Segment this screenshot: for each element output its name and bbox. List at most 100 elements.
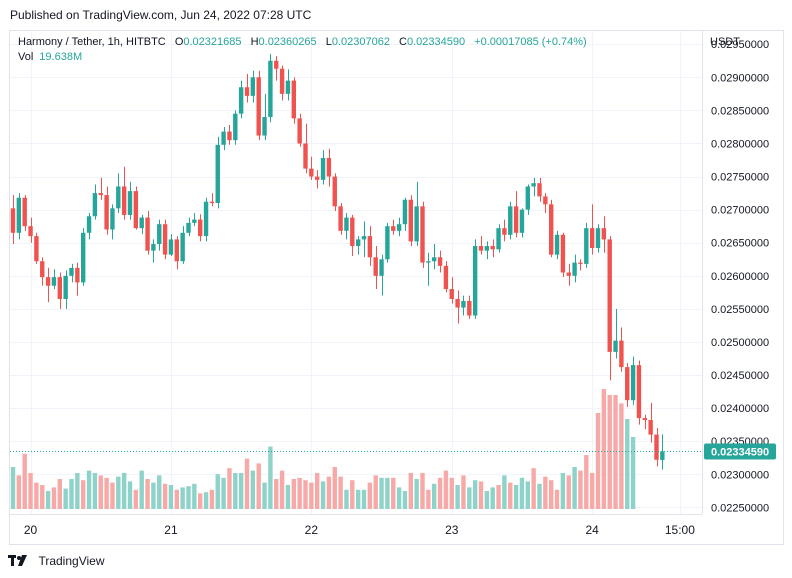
candle (162, 219, 168, 260)
candle-body (338, 206, 343, 231)
candle (519, 208, 525, 238)
candle (472, 239, 478, 319)
candle (332, 173, 337, 211)
time-tick-label: 22 (305, 523, 319, 537)
volume-bar (157, 475, 162, 509)
candle-body (326, 158, 332, 177)
price-pane[interactable] (10, 31, 702, 514)
tradingview-brand: TradingView (38, 553, 105, 568)
legend-open-value: 0.02321685 (183, 36, 242, 48)
candle (203, 197, 209, 242)
volume-bar (34, 482, 39, 509)
candle (584, 222, 589, 268)
candle-body (344, 217, 349, 231)
volume-bar (478, 481, 484, 509)
candle (274, 56, 279, 81)
candle-body (40, 261, 45, 278)
candle-body (572, 262, 577, 276)
candle (449, 277, 454, 304)
volume-bar (554, 489, 560, 509)
volume-bar (408, 473, 413, 509)
volume-bar (51, 487, 57, 509)
candle (279, 65, 285, 101)
volume-bar (63, 488, 68, 509)
volume-bar (402, 491, 408, 509)
time-axis[interactable]: 20 21 22 23 24 15:00 (10, 514, 702, 544)
candle-body (315, 176, 320, 180)
volume-bar (309, 482, 314, 509)
candle (110, 204, 115, 240)
candle-body (69, 267, 74, 276)
candle-body (472, 246, 478, 316)
candle-body (355, 239, 361, 247)
legend-symbol[interactable]: Harmony / Tether, 1h, HITBTC (18, 36, 166, 48)
candle (139, 214, 144, 235)
candle-body (402, 199, 408, 225)
volume-bar (81, 480, 86, 509)
candle-body (432, 257, 437, 262)
candle (543, 193, 548, 213)
candle (63, 270, 68, 309)
price-tick-label: 0.02300000 (711, 469, 769, 481)
candle-body (203, 201, 209, 237)
candle-body (461, 300, 466, 308)
candle (256, 70, 261, 141)
candle (589, 204, 595, 255)
volume-bar (168, 485, 174, 509)
volume-bar (355, 489, 361, 509)
legend-open-label: O (174, 36, 184, 48)
candle-body (262, 117, 267, 136)
volume-bar (303, 480, 308, 509)
volume-bar (332, 467, 337, 509)
candle-body (508, 206, 513, 235)
candle (250, 70, 256, 103)
tradingview-logo-icon (8, 554, 27, 566)
volume-bar (45, 491, 51, 509)
volume-bar (92, 473, 98, 509)
volume-bar (437, 477, 443, 509)
volume-bar (449, 477, 454, 509)
volume-bar (274, 479, 279, 509)
tradingview-footer[interactable]: TradingView (8, 552, 105, 570)
volume-bar (338, 476, 343, 509)
price-axis[interactable]: 0.02950000 0.02900000 0.02850000 0.02800000… (702, 31, 784, 514)
candle-body (443, 265, 449, 290)
candle (636, 360, 642, 425)
candle-body (525, 186, 530, 210)
candle (595, 224, 601, 253)
volume-bar (75, 473, 80, 509)
candle-body (630, 365, 636, 401)
price-tick-label: 0.02900000 (711, 72, 769, 84)
candle-body (636, 365, 642, 419)
volume-bar (22, 453, 27, 509)
candle-body (361, 236, 367, 240)
volume-bar (180, 487, 185, 509)
last-price-badge (704, 443, 776, 460)
candle (630, 356, 636, 405)
candle (104, 186, 109, 235)
candle-body (625, 367, 630, 401)
candle-body (537, 183, 542, 197)
volume-bar (250, 470, 256, 509)
candle-body (291, 80, 296, 119)
volume-bar (396, 487, 402, 509)
volume-bar (549, 480, 554, 509)
volume-bar (145, 479, 150, 509)
price-tick-label: 0.02450000 (711, 370, 769, 382)
candle (227, 124, 232, 145)
candle (625, 363, 630, 407)
candlesticks (10, 54, 665, 470)
candle-body (449, 289, 454, 299)
candle-body (607, 239, 612, 352)
candle (215, 136, 220, 209)
candle-body (367, 236, 373, 258)
candle-body (584, 228, 589, 264)
candle-body (385, 226, 390, 260)
candle-body (373, 257, 378, 276)
candle-body (513, 206, 519, 233)
candle-body (209, 201, 215, 204)
candle (648, 402, 653, 443)
candle-body (642, 418, 647, 421)
candle-body (595, 228, 601, 249)
candle (432, 244, 437, 270)
